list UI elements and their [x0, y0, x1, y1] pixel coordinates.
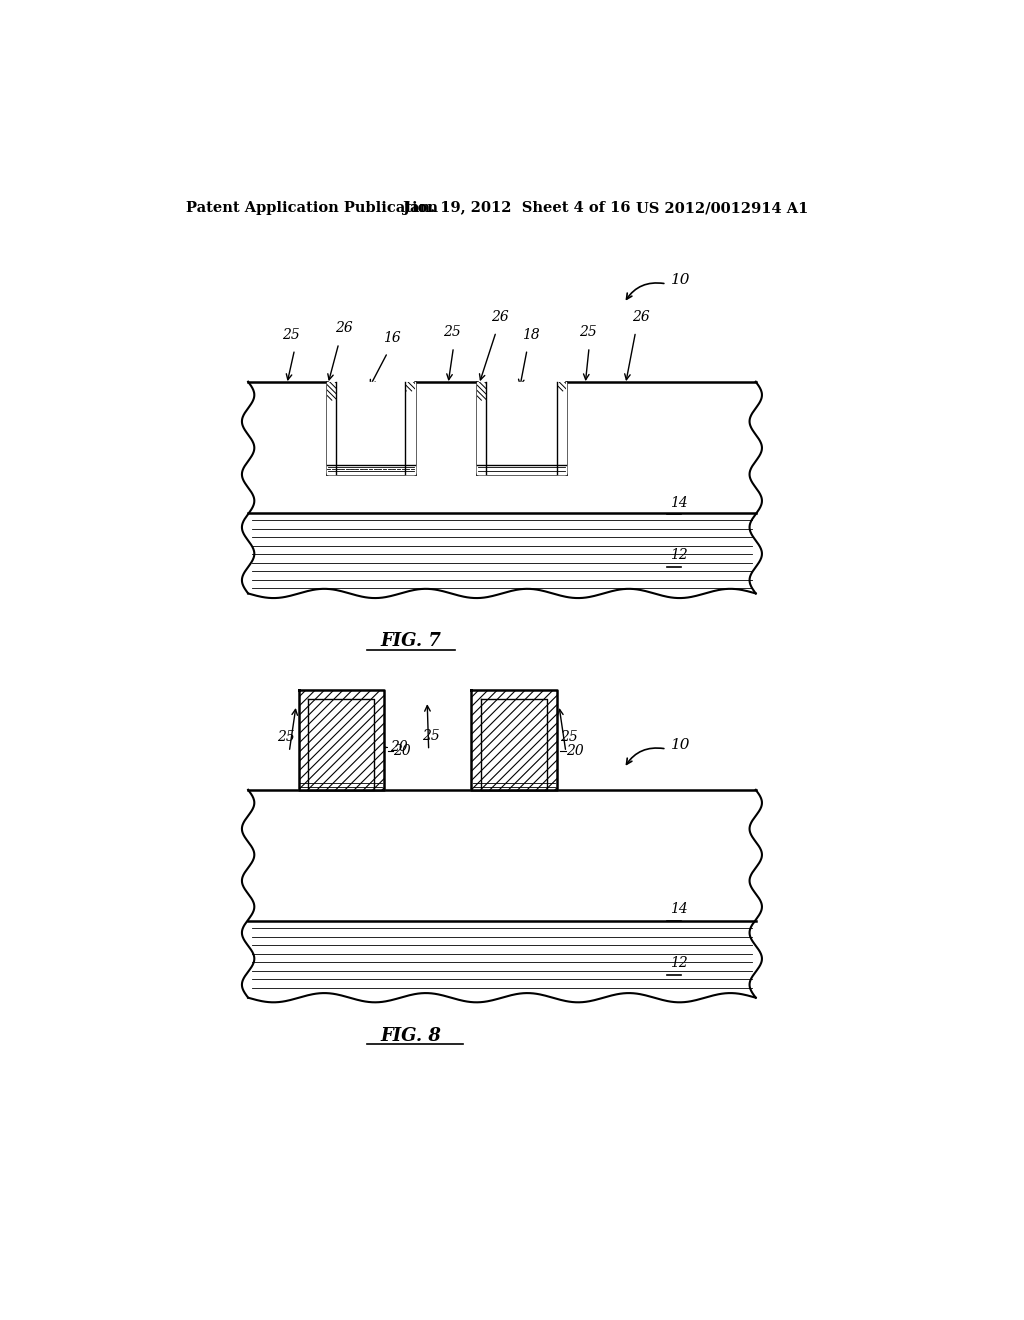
Polygon shape [477, 381, 486, 474]
Text: 10: 10 [671, 738, 690, 752]
Text: 25: 25 [579, 325, 596, 339]
Polygon shape [299, 689, 384, 789]
Text: 12: 12 [671, 956, 688, 970]
Text: 16: 16 [383, 331, 400, 345]
Polygon shape [242, 789, 762, 1002]
Polygon shape [242, 381, 762, 598]
Text: 14: 14 [671, 902, 688, 916]
Text: 26: 26 [335, 322, 352, 335]
Text: 20: 20 [566, 744, 584, 758]
Text: 26: 26 [632, 310, 650, 323]
Text: 25: 25 [422, 729, 440, 743]
Polygon shape [557, 381, 566, 474]
Text: 10: 10 [671, 273, 690, 286]
Text: Jan. 19, 2012  Sheet 4 of 16: Jan. 19, 2012 Sheet 4 of 16 [403, 202, 631, 215]
Text: 20: 20 [393, 744, 411, 758]
Polygon shape [328, 381, 415, 474]
Text: 25: 25 [278, 730, 295, 744]
Text: FIG. 8: FIG. 8 [381, 1027, 441, 1045]
Text: 25: 25 [282, 327, 300, 342]
Polygon shape [477, 465, 566, 474]
Text: 25: 25 [560, 730, 578, 744]
Polygon shape [328, 381, 337, 474]
Polygon shape [406, 381, 415, 474]
Text: 26: 26 [492, 310, 509, 323]
Text: 12: 12 [671, 548, 688, 562]
Text: 18: 18 [508, 729, 525, 742]
Text: FIG. 7: FIG. 7 [381, 632, 441, 651]
Polygon shape [328, 465, 415, 474]
Text: 18: 18 [522, 327, 540, 342]
Polygon shape [471, 689, 557, 789]
Text: 20: 20 [390, 741, 408, 755]
Text: 14: 14 [671, 496, 688, 511]
Text: 20: 20 [490, 429, 512, 442]
Text: 25: 25 [443, 325, 461, 339]
Text: 16: 16 [335, 729, 352, 742]
Text: Patent Application Publication: Patent Application Publication [186, 202, 438, 215]
Text: US 2012/0012914 A1: US 2012/0012914 A1 [636, 202, 808, 215]
Polygon shape [477, 381, 566, 474]
Text: 20: 20 [341, 429, 365, 444]
